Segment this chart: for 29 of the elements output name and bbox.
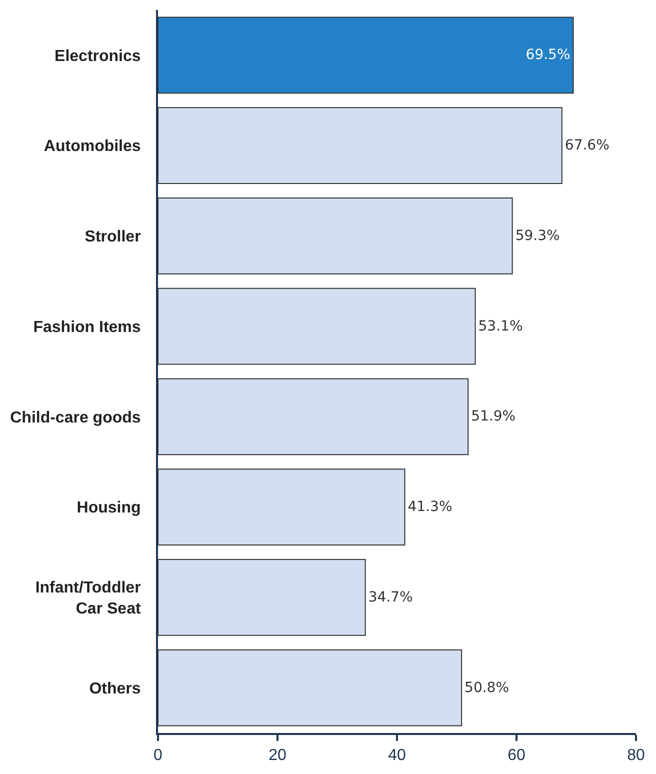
data-label: 69.5% [526, 47, 570, 64]
data-label: 34.7% [368, 589, 413, 606]
bar [158, 288, 476, 365]
x-tick-label: 40 [388, 747, 406, 764]
y-tick-label: Automobiles [44, 138, 141, 156]
bar [158, 468, 406, 546]
x-tick-label: 20 [268, 747, 286, 764]
x-tick-label: 60 [508, 747, 526, 764]
y-tick-label: Housing [76, 500, 141, 517]
y-tick-label: Fashion Items [33, 318, 141, 336]
y-tick-label: Stroller [84, 228, 141, 246]
bar [158, 378, 469, 456]
data-label: 51.9% [471, 408, 516, 425]
bar [158, 197, 513, 274]
bar [158, 558, 366, 636]
y-tick-label: Child-care goods [10, 409, 141, 426]
x-tick-label: 0 [154, 747, 163, 764]
data-label: 53.1% [478, 318, 523, 334]
data-label: 59.3% [515, 228, 560, 244]
y-tick-label: Electronics [54, 48, 141, 65]
bar [158, 107, 562, 184]
bar [158, 16, 574, 94]
data-label: 67.6% [564, 138, 610, 154]
x-tick-label: 80 [627, 747, 645, 764]
data-label: 50.8% [464, 680, 510, 696]
bar [158, 649, 462, 726]
y-tick-label: Others [89, 680, 141, 698]
data-label: 41.3% [408, 499, 452, 516]
y-tick-label: Infant/Toddler Car Seat [35, 580, 142, 618]
